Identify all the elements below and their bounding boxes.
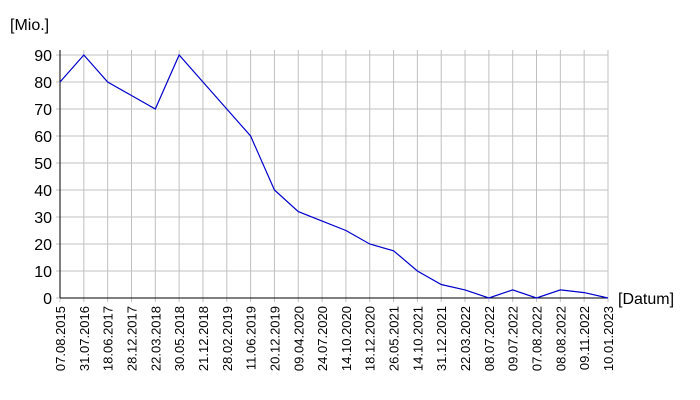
x-tick-label: 09.11.2022: [577, 306, 592, 370]
y-tick-label: 0: [43, 291, 52, 308]
x-tick-label: 22.03.2022: [458, 306, 473, 371]
y-tick-label: 70: [34, 102, 52, 119]
y-tick-label: 50: [34, 156, 52, 173]
x-tick-label: 30.05.2018: [172, 306, 187, 371]
x-tick-label: 14.10.2020: [339, 306, 354, 371]
x-tick-label: 31.07.2016: [77, 306, 92, 371]
y-tick-label: 60: [34, 129, 52, 146]
data-line: [59, 53, 609, 299]
x-tick-label: 20.12.2019: [267, 306, 282, 371]
x-tick-label: 14.10.2021: [410, 306, 425, 371]
x-tick-label: 08.07.2022: [482, 306, 497, 371]
x-tick-label: 28.02.2019: [220, 306, 235, 371]
x-tick-label: 07.08.2015: [53, 306, 68, 371]
x-tick-label: 18.12.2020: [363, 306, 378, 371]
x-tick-label: 22.03.2018: [148, 306, 163, 371]
x-tick-label: 09.04.2020: [291, 306, 306, 371]
x-tick-label: 26.05.2021: [387, 306, 402, 371]
y-tick-label: 20: [34, 237, 52, 254]
y-tick-label: 80: [34, 75, 52, 92]
x-tick-label: 07.08.2022: [530, 306, 545, 371]
y-tick-label: 10: [34, 264, 52, 281]
x-tick-label: 28.12.2017: [124, 306, 139, 371]
x-axis-label: [Datum]: [618, 291, 674, 308]
y-tick-label: 40: [34, 183, 52, 200]
x-tick-label: 11.06.2019: [244, 306, 259, 370]
y-tick-label: 90: [34, 48, 52, 65]
x-tick-label: 21.12.2018: [196, 306, 211, 371]
x-tick-label: 18.06.2017: [101, 306, 116, 371]
x-tick-label: 31.12.2021: [434, 306, 449, 371]
x-tick-label: 09.07.2022: [506, 306, 521, 371]
y-tick-label: 30: [34, 210, 52, 227]
x-tick-label: 24.07.2020: [315, 306, 330, 371]
x-tick-label: 10.01.2023: [601, 306, 616, 371]
y-axis-label: [Mio.]: [10, 17, 49, 34]
x-tick-label: 08.08.2022: [553, 306, 568, 371]
